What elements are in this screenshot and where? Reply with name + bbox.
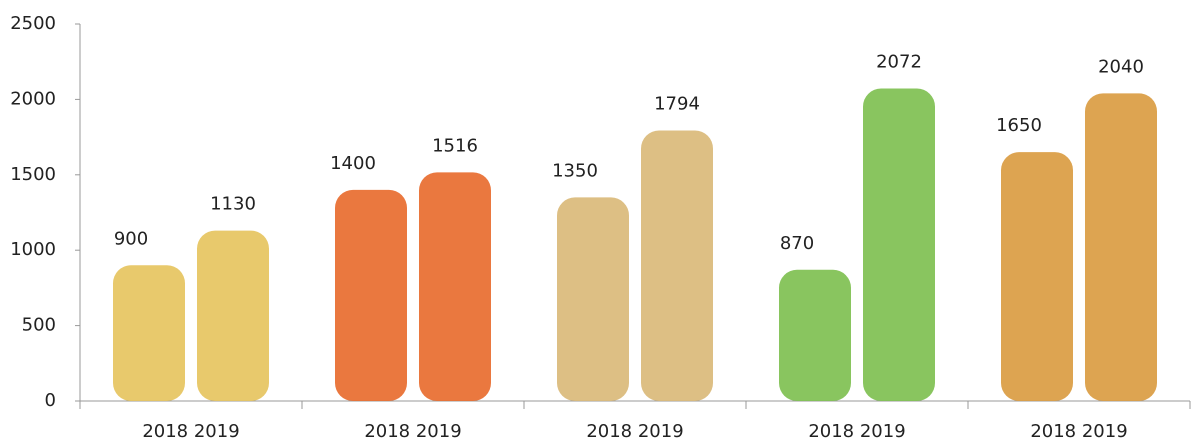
- value-label: 1516: [432, 135, 478, 156]
- x-tick-label: 2018 2019: [808, 421, 905, 441]
- value-label: 900: [114, 228, 148, 249]
- value-label: 870: [780, 233, 814, 254]
- value-label: 2072: [876, 52, 922, 73]
- x-tick-label: 2018 2019: [1030, 421, 1127, 441]
- y-tick-label: 2500: [10, 13, 56, 34]
- bar: [113, 265, 185, 401]
- y-tick-label: 2000: [10, 88, 56, 109]
- y-tick-label: 0: [45, 390, 56, 411]
- bar: [1001, 152, 1073, 401]
- bar: [197, 230, 269, 401]
- x-tick-label: 2018 2019: [142, 421, 239, 441]
- value-label: 1400: [330, 153, 376, 174]
- y-tick-label: 1500: [10, 164, 56, 185]
- bar: [557, 197, 629, 401]
- y-tick-label: 1000: [10, 239, 56, 260]
- value-label: 1794: [654, 93, 700, 114]
- value-label: 1130: [210, 194, 256, 215]
- bar: [335, 189, 407, 401]
- bar: [779, 269, 851, 401]
- bar: [419, 172, 491, 401]
- value-label: 2040: [1098, 56, 1144, 77]
- bar: [1085, 93, 1157, 402]
- y-tick-label: 500: [22, 315, 56, 336]
- x-tick-label: 2018 2019: [586, 421, 683, 441]
- value-label: 1350: [552, 160, 598, 181]
- bar: [863, 88, 935, 402]
- x-tick-label: 2018 2019: [364, 421, 461, 441]
- value-label: 1650: [996, 115, 1042, 136]
- bar: [641, 130, 713, 402]
